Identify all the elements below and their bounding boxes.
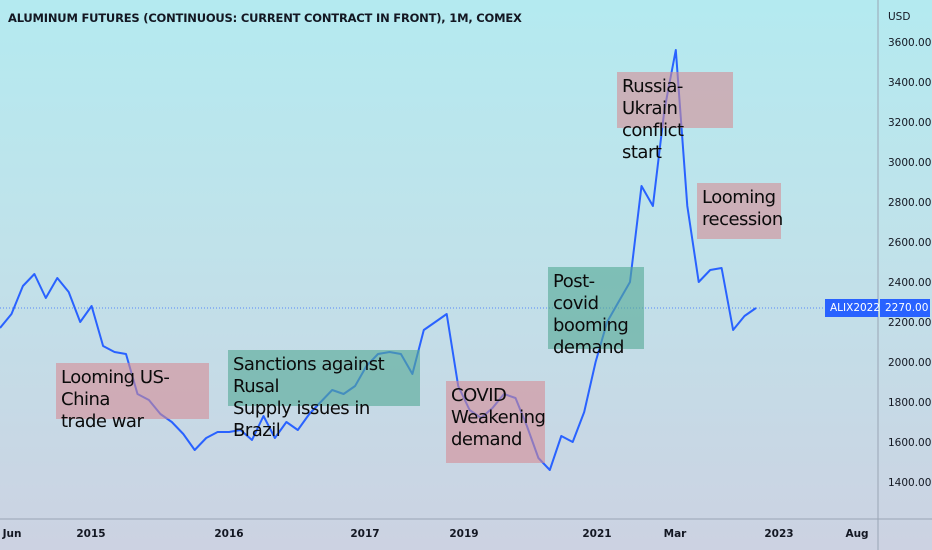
x-tick-label: 2021 <box>582 528 611 540</box>
y-tick-label: 2600.00 <box>888 237 931 249</box>
y-tick-label: 2200.00 <box>888 317 931 329</box>
x-tick-label: Mar <box>664 528 688 540</box>
x-tick-label: 2016 <box>214 528 243 540</box>
y-tick-label: 2400.00 <box>888 277 931 289</box>
y-tick-label: 2800.00 <box>888 197 931 209</box>
x-tick-label: 2023 <box>764 528 793 540</box>
y-tick-label: 3000.00 <box>888 157 931 169</box>
y-tick-label: 3400.00 <box>888 77 931 89</box>
chart-title: ALUMINUM FUTURES (CONTINUOUS: CURRENT CO… <box>8 11 522 25</box>
x-tick-label: Aug <box>845 528 868 540</box>
last-price-badge[interactable]: 2270.00 <box>880 299 930 317</box>
annotation-post-covid: Post-covid booming demand <box>548 267 644 358</box>
annotation-us-china: Looming US-China trade war <box>56 363 209 432</box>
y-tick-label: 1600.00 <box>888 437 931 449</box>
annotation-russia-ukraine: Russia-Ukrain conflict start <box>617 72 733 163</box>
y-tick-label: 2000.00 <box>888 357 931 369</box>
annotation-recession: Looming recession <box>697 183 783 239</box>
y-tick-label: 3200.00 <box>888 117 931 129</box>
y-tick-label: 1400.00 <box>888 477 931 489</box>
x-tick-label: 2019 <box>449 528 478 540</box>
x-tick-label: Jun <box>2 528 22 540</box>
y-axis-unit: USD <box>888 11 910 23</box>
x-tick-label: 2017 <box>350 528 379 540</box>
annotation-covid: COVID Weakening demand <box>446 381 546 463</box>
series-name-badge[interactable]: ALIX2022 <box>825 299 880 317</box>
annotation-sanctions: Sanctions against Rusal Supply issues in… <box>228 350 420 441</box>
x-tick-label: 2015 <box>76 528 105 540</box>
x-axis-ticks: Jun 2015 2016 2017 2019 2021 Mar 2023 Aug <box>2 528 869 540</box>
y-tick-label: 1800.00 <box>888 397 931 409</box>
y-axis-ticks: 1400.00 1600.00 1800.00 2000.00 2200.00 2400.… <box>888 37 931 489</box>
y-tick-label: 3600.00 <box>888 37 931 49</box>
